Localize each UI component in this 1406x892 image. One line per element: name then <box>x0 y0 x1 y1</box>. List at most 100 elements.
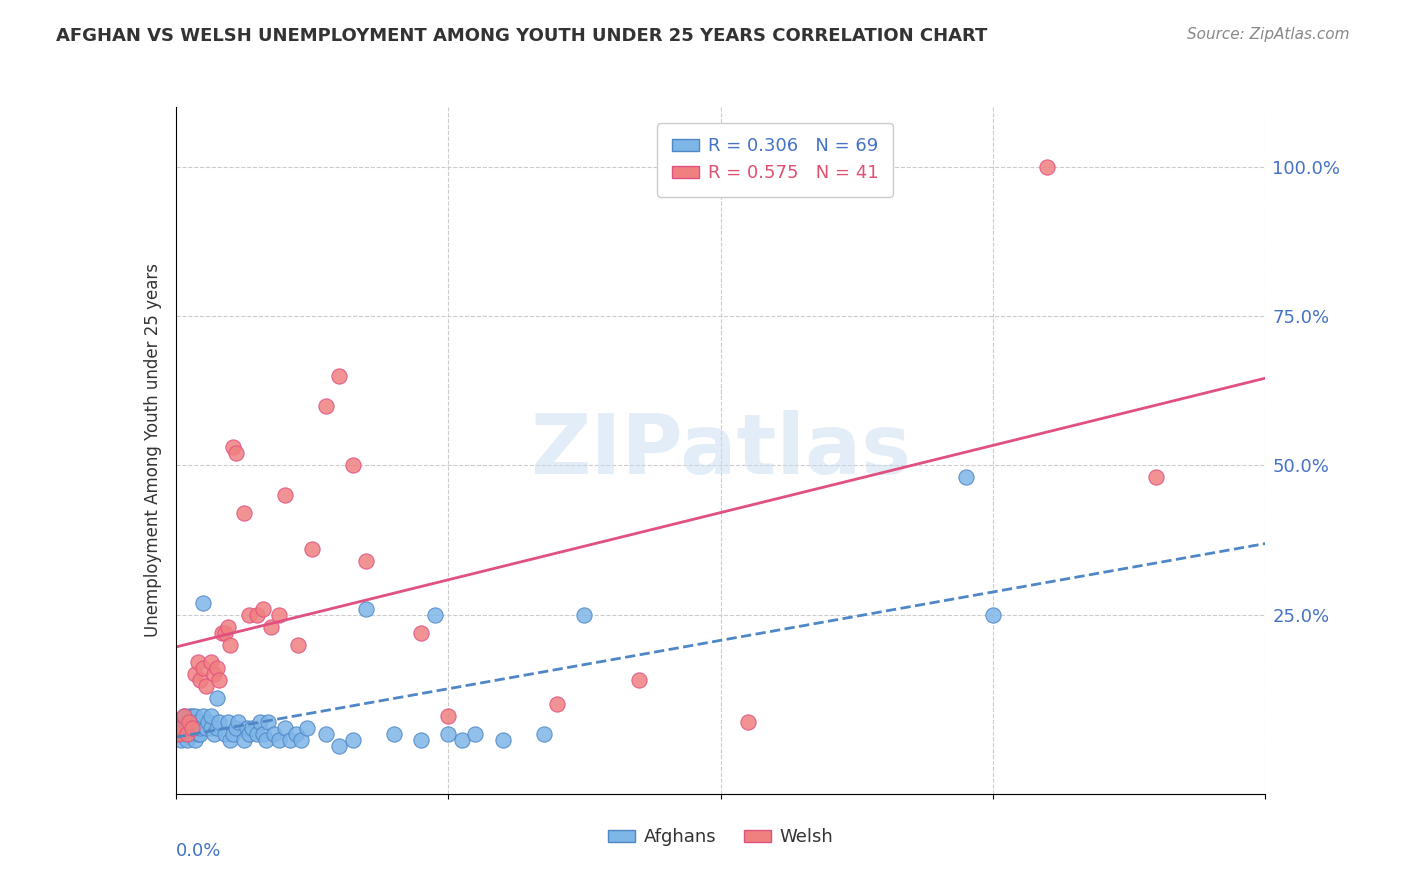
Point <box>176 715 198 730</box>
Point <box>274 721 297 735</box>
Point <box>301 541 323 556</box>
Text: 0.0%: 0.0% <box>176 842 221 860</box>
Point <box>464 727 486 741</box>
Point <box>173 709 195 723</box>
Point <box>191 709 214 723</box>
Point <box>437 709 460 723</box>
Point <box>181 721 204 735</box>
Legend: Afghans, Welsh: Afghans, Welsh <box>600 822 841 854</box>
Point <box>179 715 201 730</box>
Point <box>176 727 198 741</box>
Point <box>205 691 228 706</box>
Point <box>179 721 201 735</box>
Point <box>194 721 217 735</box>
Point <box>252 727 274 741</box>
Point <box>533 727 555 741</box>
Point <box>450 733 472 747</box>
Point <box>382 727 405 741</box>
Point <box>214 727 236 741</box>
Point <box>1144 470 1167 484</box>
Point <box>254 733 277 747</box>
Text: AFGHAN VS WELSH UNEMPLOYMENT AMONG YOUTH UNDER 25 YEARS CORRELATION CHART: AFGHAN VS WELSH UNEMPLOYMENT AMONG YOUTH… <box>56 27 987 45</box>
Point <box>409 733 432 747</box>
Point <box>356 601 378 615</box>
Point <box>315 727 337 741</box>
Point <box>188 721 211 735</box>
Point <box>170 715 193 730</box>
Point <box>200 656 222 670</box>
Text: ZIPatlas: ZIPatlas <box>530 410 911 491</box>
Point <box>260 620 283 634</box>
Point <box>328 739 350 753</box>
Point <box>287 638 309 652</box>
Point <box>208 673 231 688</box>
Point <box>202 667 225 681</box>
Text: Source: ZipAtlas.com: Source: ZipAtlas.com <box>1187 27 1350 42</box>
Point <box>737 715 759 730</box>
Point <box>295 721 318 735</box>
Point <box>208 715 231 730</box>
Point <box>200 709 222 723</box>
Point <box>328 368 350 383</box>
Point <box>211 625 233 640</box>
Point <box>627 673 650 688</box>
Point <box>492 733 515 747</box>
Point <box>225 721 247 735</box>
Point <box>238 727 260 741</box>
Point <box>228 715 250 730</box>
Point <box>546 698 568 712</box>
Point <box>170 721 193 735</box>
Point <box>176 721 198 735</box>
Point <box>222 727 245 741</box>
Point <box>181 721 204 735</box>
Point <box>274 488 297 502</box>
Point <box>222 441 245 455</box>
Point <box>269 607 291 622</box>
Point <box>184 715 207 730</box>
Point <box>197 715 219 730</box>
Point <box>173 721 195 735</box>
Point <box>574 607 596 622</box>
Point <box>263 727 285 741</box>
Point <box>184 733 207 747</box>
Point <box>269 733 291 747</box>
Point <box>1036 160 1059 174</box>
Y-axis label: Unemployment Among Youth under 25 years: Unemployment Among Youth under 25 years <box>143 263 162 638</box>
Point <box>170 733 193 747</box>
Point <box>252 601 274 615</box>
Point <box>179 709 201 723</box>
Point <box>167 727 190 741</box>
Point <box>186 715 209 730</box>
Point <box>240 721 263 735</box>
Point <box>246 727 269 741</box>
Point <box>423 607 446 622</box>
Point <box>290 733 312 747</box>
Point <box>219 733 242 747</box>
Point <box>284 727 307 741</box>
Point <box>214 625 236 640</box>
Point <box>217 620 239 634</box>
Point <box>225 446 247 460</box>
Point <box>179 727 201 741</box>
Point <box>200 721 222 735</box>
Point <box>981 607 1004 622</box>
Point <box>181 709 204 723</box>
Point <box>249 715 271 730</box>
Point <box>278 733 301 747</box>
Point <box>167 727 190 741</box>
Point <box>205 661 228 675</box>
Point <box>205 721 228 735</box>
Point <box>232 506 254 520</box>
Point <box>409 625 432 640</box>
Point <box>188 727 211 741</box>
Point <box>315 399 337 413</box>
Point <box>194 679 217 693</box>
Point <box>191 596 214 610</box>
Point <box>257 715 280 730</box>
Point <box>955 470 977 484</box>
Point <box>232 733 254 747</box>
Point <box>176 733 198 747</box>
Point <box>184 709 207 723</box>
Point <box>342 733 364 747</box>
Point <box>186 727 209 741</box>
